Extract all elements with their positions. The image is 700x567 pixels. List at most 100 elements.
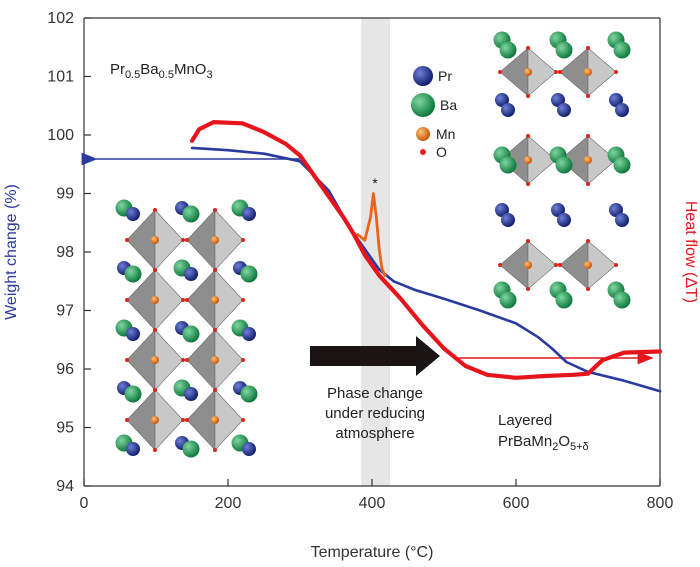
pr-atom: [126, 207, 140, 221]
o-atom: [586, 94, 590, 98]
o-atom: [614, 263, 618, 267]
x-tick-label: 600: [503, 495, 530, 512]
mn-atom: [524, 261, 532, 269]
o-atom: [586, 239, 590, 243]
weight-change-line: [190, 146, 662, 393]
o-atom: [125, 298, 129, 302]
ba-atom: [182, 440, 200, 458]
legend-ba-marker: [411, 93, 435, 117]
mn-atom: [151, 356, 159, 364]
ba-atom: [499, 291, 517, 309]
x-axis-title: Temperature (°C): [311, 544, 434, 561]
o-atom: [241, 298, 245, 302]
ba-atom: [555, 41, 573, 59]
ba-atom: [555, 291, 573, 309]
x-tick-label: 400: [359, 495, 386, 512]
mn-atom: [211, 356, 219, 364]
o-atom: [213, 388, 217, 392]
o-atom: [153, 328, 157, 332]
o-atom: [558, 70, 562, 74]
x-tick-label: 0: [80, 495, 89, 512]
transition-line-3: atmosphere: [335, 425, 414, 442]
o-atom: [125, 418, 129, 422]
ba-atom: [555, 156, 573, 174]
layered-perovskite-structure-image: [493, 31, 631, 309]
mn-atom: [211, 236, 219, 244]
o-atom: [181, 418, 185, 422]
o-atom: [554, 70, 558, 74]
o-atom: [213, 208, 217, 212]
o-atom: [185, 418, 189, 422]
pr-atom: [242, 207, 256, 221]
o-atom: [185, 358, 189, 362]
octahedron-face: [587, 47, 617, 97]
element-legend: Pr Ba Mn O: [411, 66, 457, 160]
heat-flow-line: [189, 120, 663, 380]
o-atom: [125, 358, 129, 362]
pr-atom: [501, 103, 515, 117]
transition-line-2: under reducing: [325, 405, 425, 422]
o-atom: [241, 418, 245, 422]
mn-atom: [524, 68, 532, 76]
ba-atom: [613, 291, 631, 309]
ba-atom: [124, 385, 142, 403]
mn-atom: [211, 296, 219, 304]
pr-atom: [557, 103, 571, 117]
octahedron-face: [527, 47, 557, 97]
o-atom: [498, 263, 502, 267]
pr-atom: [126, 327, 140, 341]
y-axis-ticks: 94 95 96 97 98 99 100 101 102: [47, 10, 91, 495]
peak-marker: *: [372, 175, 378, 191]
o-atom: [554, 263, 558, 267]
product-label-line1: Layered: [498, 412, 552, 429]
cubic-perovskite-structure-image: [115, 199, 258, 458]
decomposition-peak-line: [356, 192, 387, 277]
transition-arrow: [310, 336, 440, 376]
ba-atom: [182, 205, 200, 223]
y-tick-label: 98: [56, 244, 74, 261]
octahedron-face: [154, 269, 184, 331]
ba-atom: [240, 265, 258, 283]
series-layer: [189, 120, 663, 393]
octahedron-face: [214, 209, 244, 271]
o-atom: [213, 268, 217, 272]
pr-atom: [184, 267, 198, 281]
pr-atom: [242, 327, 256, 341]
o-atom: [558, 263, 562, 267]
legend-mn-marker: [416, 127, 430, 141]
o-atom: [125, 238, 129, 242]
o-atom: [213, 328, 217, 332]
pr-atom: [615, 103, 629, 117]
o-atom: [498, 70, 502, 74]
octahedron-face: [587, 240, 617, 290]
legend-mn-label: Mn: [436, 126, 455, 142]
mn-atom: [584, 68, 592, 76]
o-atom: [586, 182, 590, 186]
octahedron-face: [527, 240, 557, 290]
mn-atom: [524, 156, 532, 164]
octahedron-face: [214, 329, 244, 391]
mn-atom: [584, 261, 592, 269]
o-atom: [241, 358, 245, 362]
pr-atom: [126, 442, 140, 456]
x-tick-label: 200: [215, 495, 242, 512]
ba-atom: [499, 156, 517, 174]
product-label-line2: PrBaMn2O5+δ: [498, 433, 589, 453]
pr-atom: [501, 213, 515, 227]
o-atom: [153, 268, 157, 272]
o-atom: [526, 134, 530, 138]
o-atom: [586, 46, 590, 50]
legend-ba-label: Ba: [440, 97, 457, 113]
pr-atom: [242, 442, 256, 456]
o-atom: [153, 448, 157, 452]
o-atom: [586, 287, 590, 291]
o-atom: [185, 238, 189, 242]
mn-atom: [151, 416, 159, 424]
mn-atom: [151, 296, 159, 304]
right-axis-title: Heat flow (ΔT): [682, 201, 699, 303]
octahedron-face: [559, 240, 589, 290]
legend-pr-marker: [413, 66, 433, 86]
o-atom: [526, 239, 530, 243]
x-tick-label: 800: [647, 495, 674, 512]
